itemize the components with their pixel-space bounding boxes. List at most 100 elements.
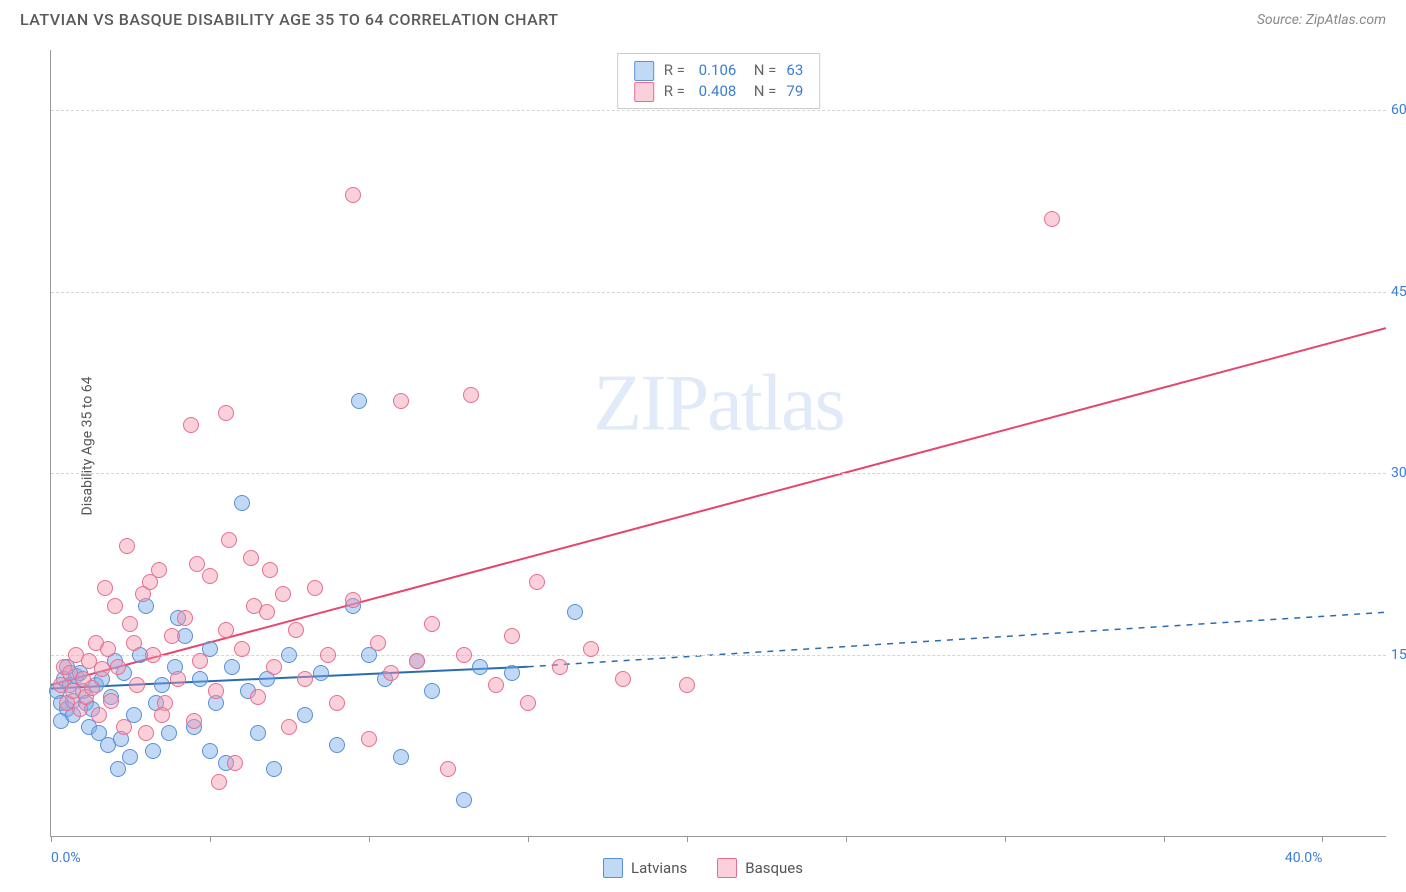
scatter-point — [142, 574, 158, 590]
watermark: ZIPatlas — [593, 358, 844, 449]
scatter-point — [202, 743, 218, 759]
scatter-point — [393, 393, 409, 409]
scatter-point — [329, 695, 345, 711]
scatter-point — [250, 689, 266, 705]
scatter-point — [424, 616, 440, 632]
x-tick-label: 0.0% — [51, 850, 81, 866]
scatter-point — [409, 653, 425, 669]
scatter-point — [103, 693, 119, 709]
x-tick — [528, 836, 529, 842]
scatter-point — [456, 792, 472, 808]
scatter-point — [94, 661, 110, 677]
scatter-point — [164, 628, 180, 644]
scatter-point — [313, 665, 329, 681]
scatter-point — [154, 707, 170, 723]
scatter-point — [218, 622, 234, 638]
scatter-point — [107, 598, 123, 614]
scatter-point — [345, 187, 361, 203]
x-tick — [846, 836, 847, 842]
y-tick-label: 45.0% — [1391, 284, 1406, 300]
legend-bottom-item: Latvians — [603, 858, 687, 878]
scatter-point — [100, 641, 116, 657]
legend-swatch — [634, 82, 654, 102]
scatter-point — [170, 671, 186, 687]
scatter-point — [583, 641, 599, 657]
legend-r-label: R = — [664, 60, 689, 81]
scatter-point — [110, 659, 126, 675]
scatter-point — [126, 635, 142, 651]
scatter-point — [463, 387, 479, 403]
legend-swatch — [603, 858, 623, 878]
scatter-point — [440, 761, 456, 777]
scatter-point — [145, 647, 161, 663]
x-tick — [1005, 836, 1006, 842]
x-tick — [1322, 836, 1323, 842]
scatter-point — [97, 580, 113, 596]
scatter-point — [192, 671, 208, 687]
scatter-point — [84, 680, 100, 696]
trend-line-dashed — [528, 612, 1386, 666]
x-tick-label: 40.0% — [1285, 850, 1323, 866]
scatter-point — [129, 677, 145, 693]
legend-n-label: N = — [746, 81, 776, 102]
scatter-point — [456, 647, 472, 663]
scatter-point — [393, 749, 409, 765]
legend-n-value: 63 — [786, 60, 803, 81]
scatter-point — [208, 683, 224, 699]
legend-correlation-box: R = 0.106 N =63R = 0.408 N =79 — [617, 53, 821, 109]
legend-n-label: N = — [746, 60, 776, 81]
legend-bottom: Latvians Basques — [603, 858, 803, 878]
scatter-point — [266, 761, 282, 777]
scatter-point — [154, 677, 170, 693]
scatter-point — [345, 592, 361, 608]
legend-bottom-item: Basques — [717, 858, 803, 878]
scatter-point — [383, 665, 399, 681]
scatter-point — [234, 641, 250, 657]
scatter-point — [221, 532, 237, 548]
scatter-point — [122, 749, 138, 765]
legend-row: R = 0.408 N =79 — [634, 81, 804, 102]
scatter-point — [504, 665, 520, 681]
x-tick — [687, 836, 688, 842]
scatter-point — [183, 417, 199, 433]
legend-swatch — [634, 61, 654, 81]
trend-line-solid — [51, 328, 1386, 685]
scatter-point — [218, 405, 234, 421]
scatter-point — [297, 707, 313, 723]
scatter-point — [529, 574, 545, 590]
scatter-point — [246, 598, 262, 614]
scatter-point — [234, 495, 250, 511]
scatter-point — [297, 671, 313, 687]
grid-line — [51, 110, 1386, 111]
chart-plot-area: ZIPatlas R = 0.106 N =63R = 0.408 N =79 … — [50, 50, 1386, 837]
scatter-point — [202, 568, 218, 584]
legend-bottom-label: Latvians — [631, 859, 687, 877]
legend-r-value: 0.106 — [699, 60, 737, 81]
x-tick — [1164, 836, 1165, 842]
scatter-point — [504, 628, 520, 644]
scatter-point — [186, 713, 202, 729]
scatter-point — [329, 737, 345, 753]
trend-lines-svg — [51, 50, 1386, 836]
scatter-point — [266, 659, 282, 675]
scatter-point — [275, 586, 291, 602]
scatter-point — [227, 755, 243, 771]
legend-swatch — [717, 858, 737, 878]
scatter-point — [119, 538, 135, 554]
scatter-point — [370, 635, 386, 651]
scatter-point — [138, 725, 154, 741]
chart-title: LATVIAN VS BASQUE DISABILITY AGE 35 TO 6… — [20, 10, 559, 29]
y-tick-label: 15.0% — [1391, 647, 1406, 663]
scatter-point — [262, 562, 278, 578]
legend-bottom-label: Basques — [745, 859, 803, 877]
scatter-point — [424, 683, 440, 699]
x-tick — [51, 836, 52, 842]
legend-n-value: 79 — [786, 81, 803, 102]
grid-line — [51, 473, 1386, 474]
scatter-point — [307, 580, 323, 596]
scatter-point — [288, 622, 304, 638]
scatter-point — [161, 725, 177, 741]
scatter-point — [679, 677, 695, 693]
y-tick-label: 30.0% — [1391, 465, 1406, 481]
scatter-point — [281, 647, 297, 663]
